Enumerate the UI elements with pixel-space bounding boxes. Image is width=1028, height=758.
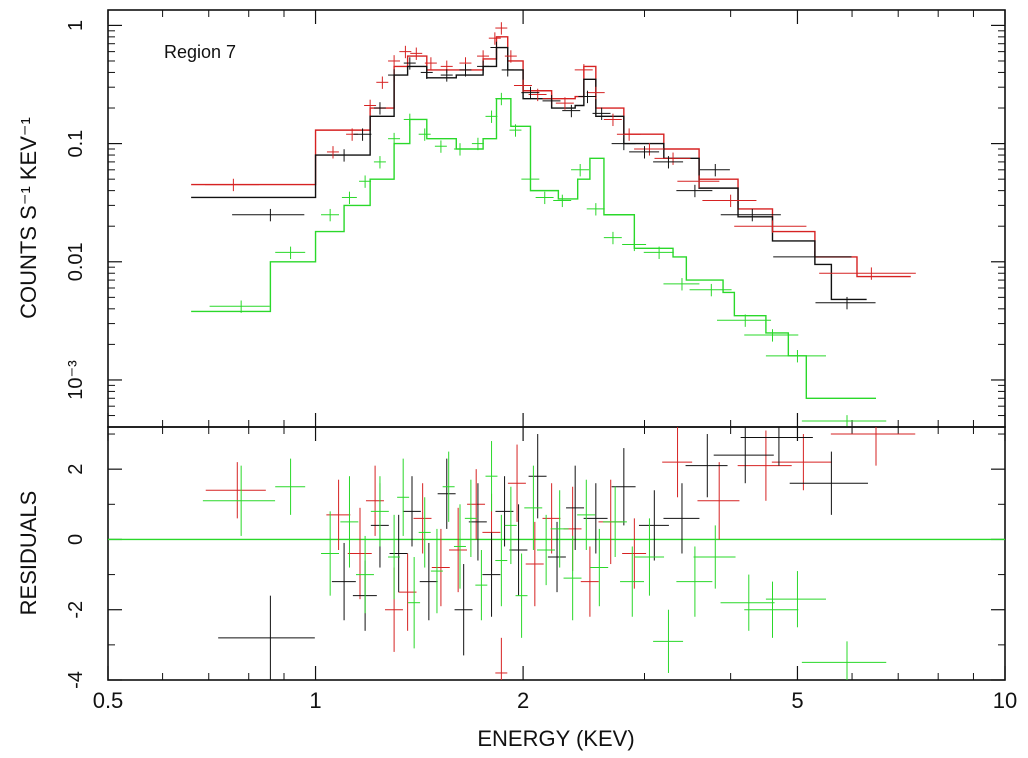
x-tick-label: 0.5 bbox=[93, 688, 124, 713]
x-tick-label: 5 bbox=[791, 688, 803, 713]
bottom-y-tick-label: -4 bbox=[65, 671, 87, 689]
bottom-y-axis-label: RESIDUALS bbox=[16, 491, 41, 616]
bottom-data-points bbox=[202, 427, 916, 680]
model-step-line-2 bbox=[191, 97, 877, 399]
region-label: Region 7 bbox=[164, 42, 236, 62]
x-tick-label: 10 bbox=[993, 688, 1017, 713]
bottom-panel-frame bbox=[107, 426, 1006, 681]
x-tick-label: 2 bbox=[517, 688, 529, 713]
x-axis-label: ENERGY (KEV) bbox=[477, 726, 634, 751]
bottom-y-tick-label: -2 bbox=[65, 601, 87, 619]
top-y-axis-label: COUNTS S⁻¹ KEV⁻¹ bbox=[16, 117, 41, 319]
top-y-tick-label: 0.01 bbox=[65, 242, 87, 281]
top-y-tick-label: 10⁻³ bbox=[65, 360, 87, 400]
top-y-tick-label: 1 bbox=[65, 20, 87, 31]
top-data-points bbox=[205, 22, 916, 427]
top-x-ticks bbox=[107, 10, 1006, 427]
bottom-y-tick-label: 0 bbox=[65, 534, 87, 545]
top-y-ticks: 1 0.1 0.01 10⁻³ bbox=[65, 20, 1005, 417]
top-y-tick-label: 0.1 bbox=[65, 130, 87, 158]
bottom-panel: 2 0 -2 -4 0.5 1 2 5 10 RESIDUALS bbox=[16, 426, 1017, 713]
top-panel: 1 0.1 0.01 10⁻³ Region 7 COUNTS S⁻¹ KEV⁻¹ bbox=[16, 9, 1006, 428]
bottom-x-ticks: 0.5 1 2 5 10 bbox=[93, 427, 1017, 713]
x-tick-label: 1 bbox=[309, 688, 321, 713]
bottom-y-tick-label: 2 bbox=[65, 464, 87, 475]
